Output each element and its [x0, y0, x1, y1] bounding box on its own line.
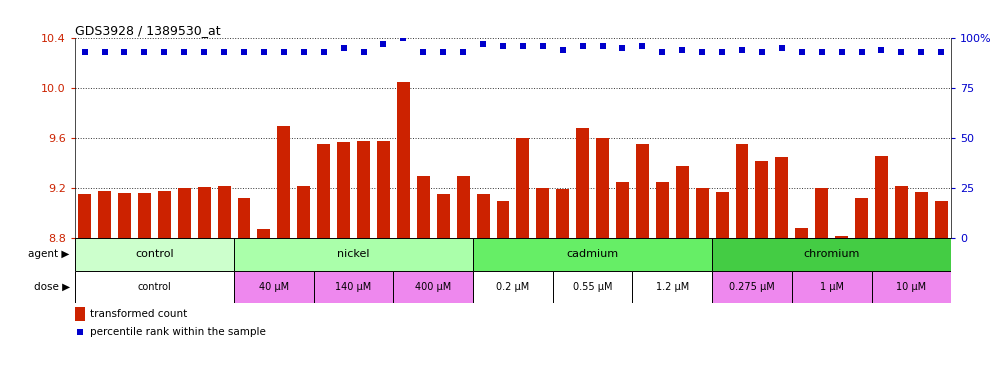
Text: transformed count: transformed count [91, 309, 187, 319]
Bar [217, 186, 230, 238]
Bar [735, 144, 748, 238]
Bar [234, 271, 314, 303]
Bar [655, 182, 668, 238]
Bar [632, 271, 712, 303]
Bar [473, 238, 712, 271]
Text: 0.275 μM: 0.275 μM [729, 282, 775, 292]
Bar [317, 144, 330, 238]
Bar [635, 144, 648, 238]
Bar [376, 141, 389, 238]
Bar [98, 191, 111, 238]
Bar [416, 176, 429, 238]
Text: 0.55 μM: 0.55 μM [573, 282, 613, 292]
Text: nickel: nickel [338, 249, 370, 260]
Bar [553, 271, 632, 303]
Bar [473, 271, 553, 303]
Bar [393, 271, 473, 303]
Bar [234, 238, 473, 271]
Bar [314, 271, 393, 303]
Text: chromium: chromium [804, 249, 860, 260]
Text: 0.2 μM: 0.2 μM [496, 282, 530, 292]
Bar [855, 198, 868, 238]
Bar [815, 188, 828, 238]
Bar [755, 161, 768, 238]
Bar [157, 191, 171, 238]
Bar [237, 198, 250, 238]
Text: dose ▶: dose ▶ [34, 282, 70, 292]
Text: control: control [137, 282, 171, 292]
Bar [337, 142, 350, 238]
Bar [914, 192, 927, 238]
Bar [78, 194, 91, 238]
Bar [576, 128, 589, 238]
Bar [257, 229, 270, 238]
Bar [695, 188, 708, 238]
Text: cadmium: cadmium [567, 249, 619, 260]
Bar [496, 201, 509, 238]
Bar [715, 192, 729, 238]
Text: 1.2 μM: 1.2 μM [655, 282, 689, 292]
Bar [596, 138, 609, 238]
Text: percentile rank within the sample: percentile rank within the sample [91, 327, 266, 337]
Bar [516, 138, 529, 238]
Bar [436, 194, 449, 238]
Bar [616, 182, 628, 238]
Bar [456, 176, 469, 238]
Bar [874, 156, 887, 238]
Text: 40 μM: 40 μM [259, 282, 289, 292]
Bar [137, 193, 151, 238]
Bar [75, 271, 234, 303]
Bar [476, 194, 489, 238]
Bar [396, 82, 409, 238]
Bar [712, 271, 792, 303]
Bar [277, 126, 290, 238]
Bar [556, 189, 569, 238]
Bar [118, 193, 130, 238]
Bar [177, 188, 191, 238]
Bar [536, 188, 549, 238]
Bar [775, 157, 788, 238]
Text: 140 μM: 140 μM [336, 282, 372, 292]
Bar [894, 186, 907, 238]
Bar [712, 238, 951, 271]
Text: 1 μM: 1 μM [820, 282, 844, 292]
Text: GDS3928 / 1389530_at: GDS3928 / 1389530_at [75, 24, 220, 37]
Text: 10 μM: 10 μM [896, 282, 926, 292]
Bar [792, 271, 872, 303]
Bar [675, 166, 688, 238]
Bar [75, 307, 86, 321]
Bar [835, 236, 848, 238]
Text: control: control [135, 249, 173, 260]
Bar [297, 186, 310, 238]
Bar [795, 228, 808, 238]
Bar [872, 271, 951, 303]
Bar [357, 141, 371, 238]
Text: agent ▶: agent ▶ [28, 249, 70, 260]
Bar [934, 201, 947, 238]
Bar [75, 238, 234, 271]
Bar [197, 187, 210, 238]
Text: 400 μM: 400 μM [415, 282, 451, 292]
